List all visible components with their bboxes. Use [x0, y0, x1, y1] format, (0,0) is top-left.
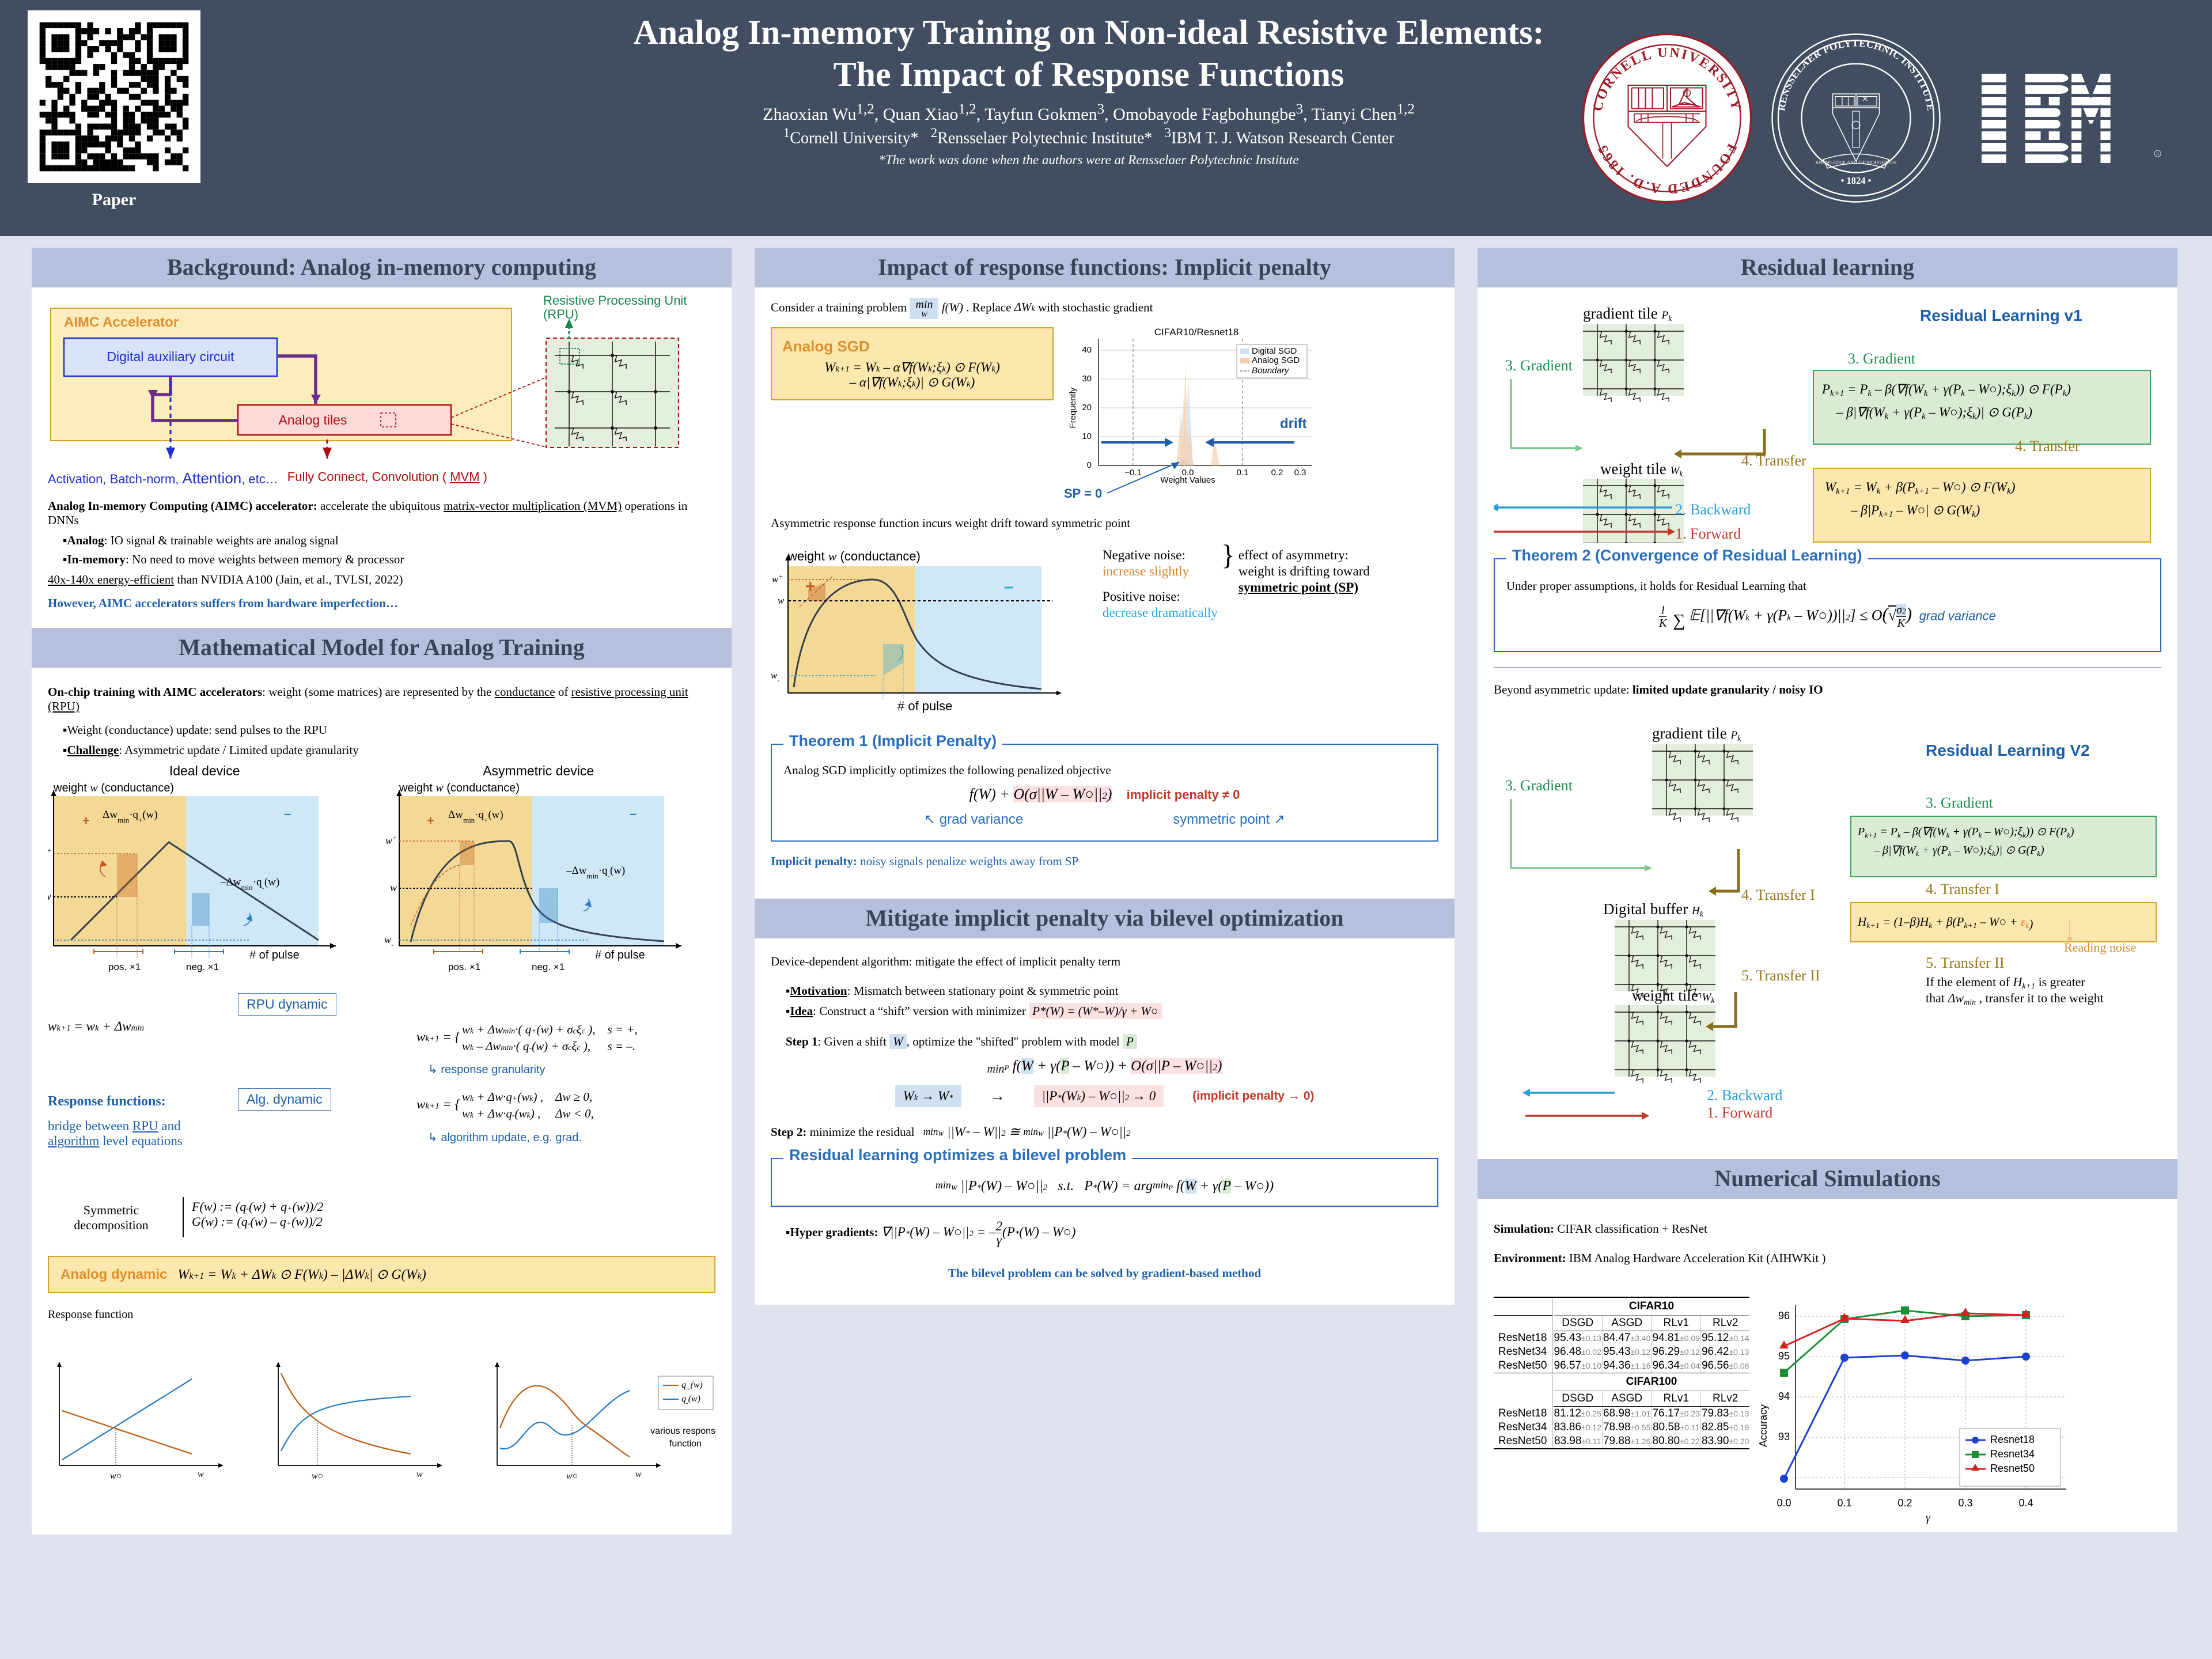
svg-text:w: w	[48, 891, 51, 902]
svg-text:0: 0	[1087, 460, 1092, 470]
svg-text:0.1: 0.1	[1237, 468, 1249, 478]
svg-text:– β|∇f(Wk + γ(Pk – W○);ξk)| ⊙: – β|∇f(Wk + γ(Pk – W○);ξk)| ⊙ G(Pk)	[1873, 844, 2044, 858]
svg-text:Digital SGD: Digital SGD	[1252, 346, 1297, 356]
svg-text:w+: w+	[48, 846, 51, 859]
svg-text:Digital auxiliary circuit: Digital auxiliary circuit	[107, 349, 234, 364]
svg-text:drift: drift	[1280, 416, 1307, 431]
svg-text:Pk+1 = Pk – β(∇f(Wk + γ(Pk – W: Pk+1 = Pk – β(∇f(Wk + γ(Pk – W○);ξk)) ⊙ …	[1821, 382, 2071, 398]
svg-text:10: 10	[1082, 431, 1092, 441]
svg-text:# of pulse: # of pulse	[249, 949, 300, 961]
svg-text:Analog SGD: Analog SGD	[1252, 355, 1300, 365]
svg-text:4. Transfer: 4. Transfer	[2015, 438, 2080, 454]
svg-text:0.0: 0.0	[1182, 468, 1194, 478]
svg-text:2. Backward: 2. Backward	[1707, 1087, 1782, 1104]
svg-text:w: w	[778, 595, 785, 606]
svg-text:– β|Pk+1 – W○| ⊙ G(Wk): – β|Pk+1 – W○| ⊙ G(Wk)	[1850, 503, 1980, 519]
svg-text:Frequently: Frequently	[1068, 387, 1078, 428]
svg-text:Accuracy: Accuracy	[1758, 1404, 1769, 1447]
svg-text:pos. ×1: pos. ×1	[108, 961, 141, 972]
svg-text:CIFAR10/Resnet18: CIFAR10/Resnet18	[1154, 327, 1238, 338]
svg-text:Resnet50: Resnet50	[1990, 1463, 2035, 1474]
svg-text:Boundary: Boundary	[1252, 366, 1290, 376]
svg-text:Pk+1 = Pk – β(∇f(Wk + γ(Pk – W: Pk+1 = Pk – β(∇f(Wk + γ(Pk – W○);ξk)) ⊙ …	[1857, 825, 2074, 839]
svg-text:Resnet18: Resnet18	[1990, 1434, 2035, 1445]
svg-text:95: 95	[1778, 1350, 1790, 1362]
svg-text:Resistive Processing Unit: Resistive Processing Unit	[543, 296, 687, 308]
svg-text:−0.1: −0.1	[1124, 468, 1142, 478]
svg-text:30: 30	[1082, 374, 1092, 384]
svg-text:weight tile Wk: weight tile Wk	[1600, 460, 1683, 479]
svg-text:pos. ×1: pos. ×1	[448, 961, 480, 972]
svg-text:0.3: 0.3	[1959, 1497, 1973, 1509]
svg-text:Digital buffer Hk: Digital buffer Hk	[1603, 900, 1704, 919]
svg-text:(RPU): (RPU)	[543, 307, 578, 321]
svg-text:20: 20	[1082, 403, 1092, 412]
svg-text:93: 93	[1778, 1431, 1790, 1442]
svg-text:SP = 0: SP = 0	[1064, 486, 1102, 500]
svg-text:3. Gradient: 3. Gradient	[1505, 777, 1573, 794]
svg-text:weight w (conductance): weight w (conductance)	[787, 549, 921, 563]
svg-text:w: w	[416, 1469, 423, 1479]
svg-text:• 1824 •: • 1824 •	[1841, 175, 1872, 186]
svg-text:w: w	[198, 1469, 204, 1479]
svg-text:+: +	[805, 577, 816, 596]
svg-text:5. Transfer II: 5. Transfer II	[1926, 955, 2005, 971]
svg-text:R: R	[2157, 153, 2159, 156]
svg-text:96: 96	[1778, 1310, 1790, 1321]
svg-text:–: –	[1004, 577, 1014, 596]
svg-text:– β|∇f(Wk + γ(Pk – W○);ξk)| ⊙: – β|∇f(Wk + γ(Pk – W○);ξk)| ⊙ G(Pk)	[1836, 405, 2032, 421]
svg-text:0.2: 0.2	[1898, 1497, 1912, 1509]
svg-text:Reading noise: Reading noise	[2064, 940, 2136, 955]
svg-text:0.4: 0.4	[2019, 1497, 2033, 1509]
svg-text:4. Transfer I: 4. Transfer I	[1926, 881, 1999, 897]
svg-text:w○: w○	[110, 1471, 122, 1481]
svg-text:4. Transfer I: 4. Transfer I	[1741, 887, 1815, 903]
svg-text:If the element of Hk+1 is grea: If the element of Hk+1 is greater	[1926, 975, 2085, 991]
svg-text:gradient tile Pk: gradient tile Pk	[1652, 725, 1741, 743]
svg-text:+: +	[427, 813, 434, 828]
svg-text:40: 40	[1082, 345, 1092, 355]
svg-text:3. Gradient: 3. Gradient	[1505, 357, 1573, 374]
svg-text:that Δwmin , transfer it to th: that Δwmin , transfer it to the weight	[1926, 991, 2104, 1007]
svg-text:KNOWLEDGE AND THOROUGHNESS: KNOWLEDGE AND THOROUGHNESS	[1816, 160, 1897, 165]
svg-text:neg. ×1: neg. ×1	[186, 961, 219, 972]
svg-text:w: w	[635, 1469, 642, 1479]
svg-text:0.3: 0.3	[1294, 468, 1306, 478]
svg-text:w-: w-	[384, 934, 393, 949]
svg-text:1. Forward: 1. Forward	[1707, 1104, 1772, 1121]
svg-text:Residual Learning V2: Residual Learning V2	[1926, 741, 2090, 759]
svg-text:# of pulse: # of pulse	[595, 949, 645, 961]
svg-text:Hk+1 = (1–β)Hk + β(Pk+1 – W○ +: Hk+1 = (1–β)Hk + β(Pk+1 – W○ + εk)	[1857, 915, 2033, 931]
svg-text:94: 94	[1778, 1391, 1790, 1402]
svg-text:function: function	[669, 1439, 702, 1449]
svg-text:0.2: 0.2	[1271, 468, 1283, 478]
svg-text:2. Backward: 2. Backward	[1675, 501, 1751, 518]
svg-text:1. Forward: 1. Forward	[1675, 525, 1741, 542]
svg-text:gradient tile Pk: gradient tile Pk	[1583, 305, 1672, 323]
svg-text:w○: w○	[566, 1471, 578, 1481]
svg-text:w+: w+	[772, 572, 783, 585]
svg-text:w-: w-	[771, 670, 779, 684]
svg-text:w: w	[390, 882, 397, 893]
svg-text:neg. ×1: neg. ×1	[532, 961, 565, 972]
svg-text:5. Transfer II: 5. Transfer II	[1741, 967, 1820, 984]
svg-text:# of pulse: # of pulse	[897, 699, 952, 713]
svg-text:0.1: 0.1	[1838, 1497, 1852, 1509]
svg-text:3. Gradient: 3. Gradient	[1848, 350, 1916, 367]
svg-text:–: –	[630, 806, 637, 821]
svg-text:3. Gradient: 3. Gradient	[1926, 794, 1994, 811]
svg-text:AIMC Accelerator: AIMC Accelerator	[64, 315, 179, 330]
svg-text:w○: w○	[312, 1471, 323, 1481]
svg-text:weight w (conductance): weight w (conductance)	[399, 782, 520, 794]
svg-text:Residual Learning v1: Residual Learning v1	[1920, 306, 2082, 324]
svg-text:various response: various response	[650, 1426, 716, 1436]
svg-text:–: –	[284, 806, 291, 821]
svg-text:w+: w+	[385, 834, 397, 846]
svg-text:γ: γ	[1926, 1512, 1931, 1524]
svg-text:0.0: 0.0	[1777, 1497, 1791, 1509]
svg-text:Resnet34: Resnet34	[1990, 1448, 2035, 1460]
svg-text:Analog tiles: Analog tiles	[279, 412, 347, 427]
svg-text:+: +	[82, 813, 90, 828]
svg-text:weight w (conductance): weight w (conductance)	[53, 782, 174, 794]
